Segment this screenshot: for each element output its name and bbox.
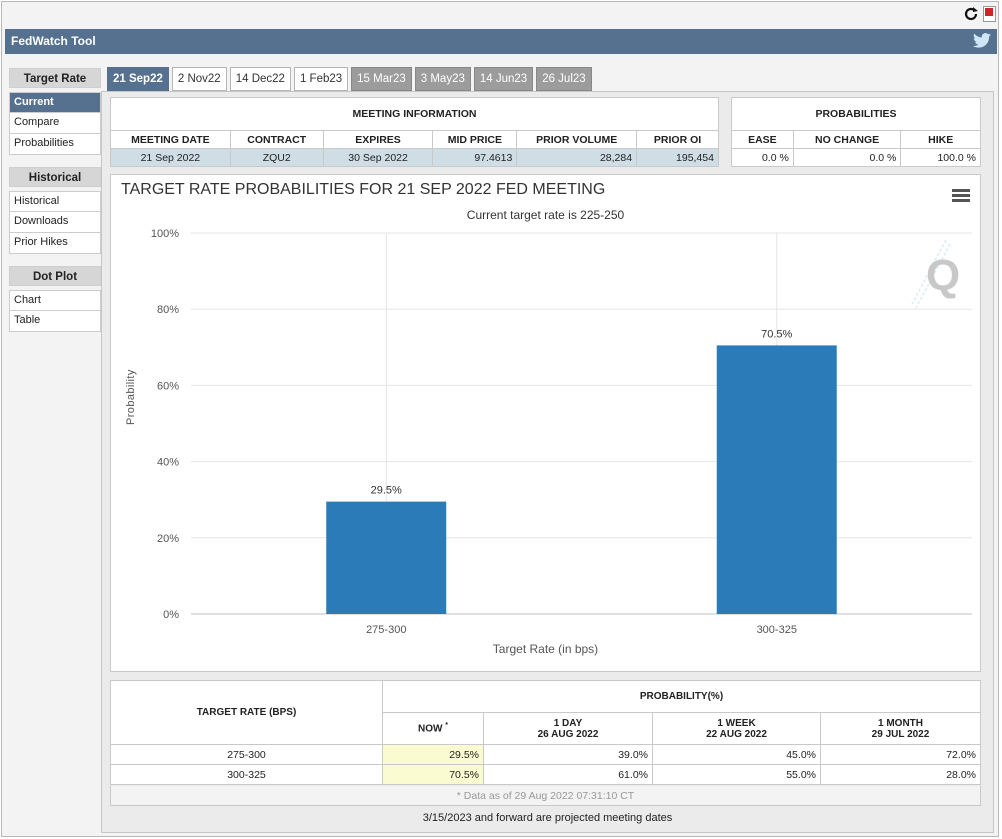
nav-item-probabilities[interactable]: Probabilities <box>9 134 101 155</box>
col-prior-volume: PRIOR VOLUME <box>516 130 638 149</box>
nav-section-historical: Historical <box>9 167 101 187</box>
cell-expires: 30 Sep 2022 <box>322 148 434 167</box>
y-tick-label: 100% <box>151 228 179 240</box>
cell-no-change: 0.0 % <box>792 148 902 167</box>
tab-26-jul23[interactable]: 26 Jul23 <box>536 67 592 91</box>
tab-21-sep22[interactable]: 21 Sep22 <box>107 67 169 91</box>
nav-item-compare[interactable]: Compare <box>9 113 101 134</box>
cell-1-day: 61.0% <box>483 764 653 785</box>
cell-rate: 300-325 <box>110 764 383 785</box>
data-timestamp-note: * Data as of 29 Aug 2022 07:31:10 CT <box>110 786 981 806</box>
cell-prior-oi: 195,454 <box>636 148 719 167</box>
tab-1-feb23[interactable]: 1 Feb23 <box>293 67 349 91</box>
col-ease: EASE <box>731 130 794 149</box>
col-now: NOW * <box>382 712 484 745</box>
tab-14-dec22[interactable]: 14 Dec22 <box>229 67 291 91</box>
x-axis-label: Target Rate (in bps) <box>492 642 599 656</box>
probabilities-table: PROBABILITIES EASE NO CHANGE HIKE 0.0 % … <box>731 97 981 167</box>
col-no-change: NO CHANGE <box>792 130 902 149</box>
y-tick-label: 40% <box>157 457 179 469</box>
cell-now: 70.5% <box>382 764 484 785</box>
col-meeting-date: MEETING DATE <box>110 130 231 149</box>
chart-container: 0% 20% 40% 60% 80% 100% 29.5% 275-300 70.5% 300-3… <box>110 174 981 672</box>
y-tick-label: 20% <box>157 533 179 545</box>
meeting-tabs: 21 Sep22 2 Nov22 14 Dec22 1 Feb23 15 Mar… <box>107 67 592 91</box>
projected-dates-note: 3/15/2023 and forward are projected meet… <box>422 812 673 824</box>
cell-prior-volume: 28,284 <box>516 148 638 167</box>
cell-now: 29.5% <box>382 744 484 765</box>
twitter-icon[interactable] <box>973 33 991 48</box>
tab-2-nov22[interactable]: 2 Nov22 <box>171 67 227 91</box>
meeting-info-table: MEETING INFORMATION MEETING DATE CONTRAC… <box>110 97 719 167</box>
col-hike: HIKE <box>900 130 981 149</box>
col-1-month-date: 29 JUL 2022 <box>871 728 930 740</box>
cme-logo-icon: Q <box>911 240 960 309</box>
col-now-label: NOW <box>418 723 443 735</box>
col-1-week-label: 1 WEEK <box>717 717 756 729</box>
cell-1-month: 28.0% <box>820 764 981 785</box>
nav-item-current[interactable]: Current <box>9 92 101 113</box>
nav-item-historical[interactable]: Historical <box>9 191 101 212</box>
title-bar: FedWatch Tool <box>5 29 997 54</box>
y-tick-label: 0% <box>163 609 179 621</box>
refresh-icon[interactable] <box>963 6 979 22</box>
chart-subtitle: Current target rate is 225-250 <box>466 208 625 222</box>
cell-meeting-date: 21 Sep 2022 <box>110 148 231 167</box>
col-expires: EXPIRES <box>322 130 434 149</box>
bar <box>716 345 837 614</box>
top-icons <box>963 6 996 22</box>
meeting-info-header: MEETING INFORMATION <box>110 97 719 131</box>
y-axis-label: Probability <box>125 369 137 425</box>
tab-14-jun23[interactable]: 14 Jun23 <box>473 67 534 91</box>
col-1-week: 1 WEEK 22 AUG 2022 <box>652 712 821 745</box>
nav-item-downloads[interactable]: Downloads <box>9 212 101 233</box>
chart-menu-icon[interactable] <box>952 189 970 203</box>
tab-15-mar23[interactable]: 15 Mar23 <box>351 67 412 91</box>
col-probability: PROBABILITY(%) <box>382 680 981 713</box>
col-prior-oi: PRIOR OI <box>636 130 719 149</box>
nav-item-chart[interactable]: Chart <box>9 290 101 311</box>
cell-mid-price: 97.4613 <box>432 148 518 167</box>
tab-3-may23[interactable]: 3 May23 <box>414 67 471 91</box>
nav-item-prior-hikes[interactable]: Prior Hikes <box>9 233 101 254</box>
y-tick-label: 60% <box>157 380 179 392</box>
col-1-month: 1 MONTH 29 JUL 2022 <box>820 712 981 745</box>
table-row: 300-325 70.5% 61.0% 55.0% 28.0% <box>110 764 981 785</box>
col-1-day: 1 DAY 26 AUG 2022 <box>483 712 653 745</box>
bar <box>326 501 447 614</box>
col-1-day-date: 26 AUG 2022 <box>537 728 599 740</box>
app-title: FedWatch Tool <box>11 34 96 48</box>
sidebar-nav: Target Rate Current Compare Probabilitie… <box>9 68 101 332</box>
x-tick-label: 300-325 <box>757 624 797 636</box>
cell-1-month: 72.0% <box>820 744 981 765</box>
nav-item-table[interactable]: Table <box>9 311 101 332</box>
cell-1-week: 55.0% <box>652 764 821 785</box>
data-label: 70.5% <box>761 328 792 340</box>
col-1-week-date: 22 AUG 2022 <box>706 728 767 740</box>
nav-section-dot-plot: Dot Plot <box>9 266 101 286</box>
probability-history-table: TARGET RATE (BPS) PROBABILITY(%) NOW * 1… <box>110 680 981 785</box>
cell-1-day: 39.0% <box>483 744 653 765</box>
col-contract: CONTRACT <box>229 130 324 149</box>
chart-title: TARGET RATE PROBABILITIES FOR 21 SEP 202… <box>121 181 606 198</box>
data-label: 29.5% <box>371 485 402 497</box>
cell-rate: 275-300 <box>110 744 383 765</box>
chart-plot: 0% 20% 40% 60% 80% 100% 29.5% 275-300 70.5% 300-3… <box>151 228 972 636</box>
cell-1-week: 45.0% <box>652 744 821 765</box>
col-1-month-label: 1 MONTH <box>878 717 923 729</box>
cell-ease: 0.0 % <box>731 148 794 167</box>
col-mid-price: MID PRICE <box>432 130 518 149</box>
col-1-day-label: 1 DAY <box>553 717 583 729</box>
col-target-rate: TARGET RATE (BPS) <box>110 680 383 745</box>
cell-contract: ZQU2 <box>229 148 324 167</box>
nav-section-target-rate: Target Rate <box>9 68 101 88</box>
probabilities-header: PROBABILITIES <box>731 97 981 131</box>
cell-hike: 100.0 % <box>900 148 981 167</box>
table-row: 275-300 29.5% 39.0% 45.0% 72.0% <box>110 744 981 765</box>
x-tick-label: 275-300 <box>366 624 406 636</box>
y-tick-label: 80% <box>157 304 179 316</box>
svg-text:Q: Q <box>926 251 960 300</box>
pdf-icon[interactable] <box>983 6 996 22</box>
